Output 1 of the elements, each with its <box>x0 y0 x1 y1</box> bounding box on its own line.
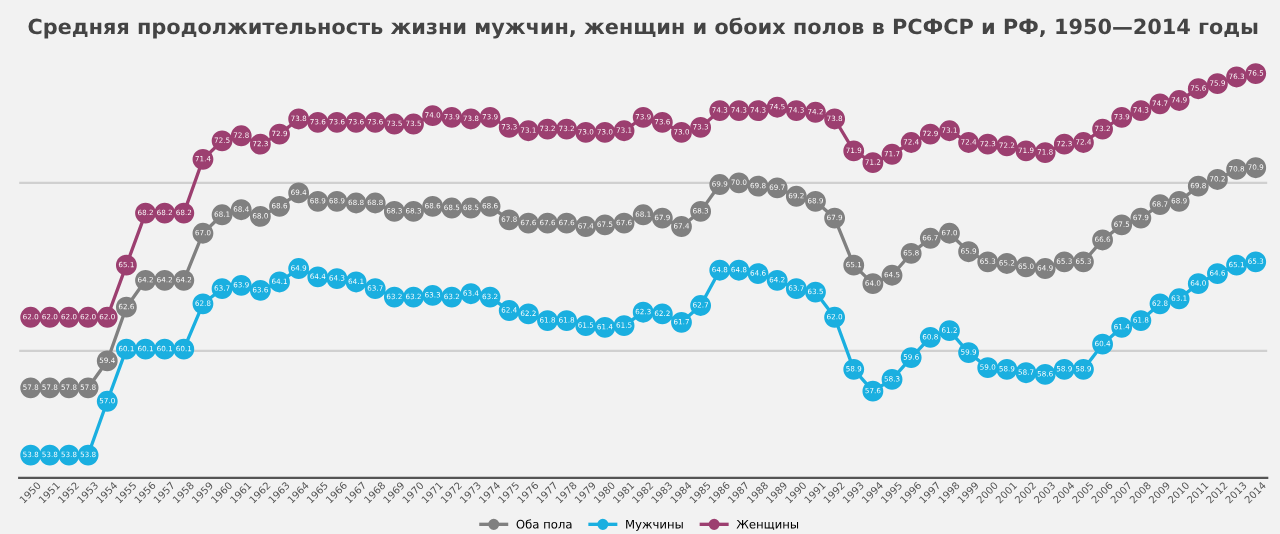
chart-title: Средняя продолжительность жизни мужчин, женщин и обоих полов в РСФСР и РФ, 1950—2014 годы <box>28 17 1258 39</box>
